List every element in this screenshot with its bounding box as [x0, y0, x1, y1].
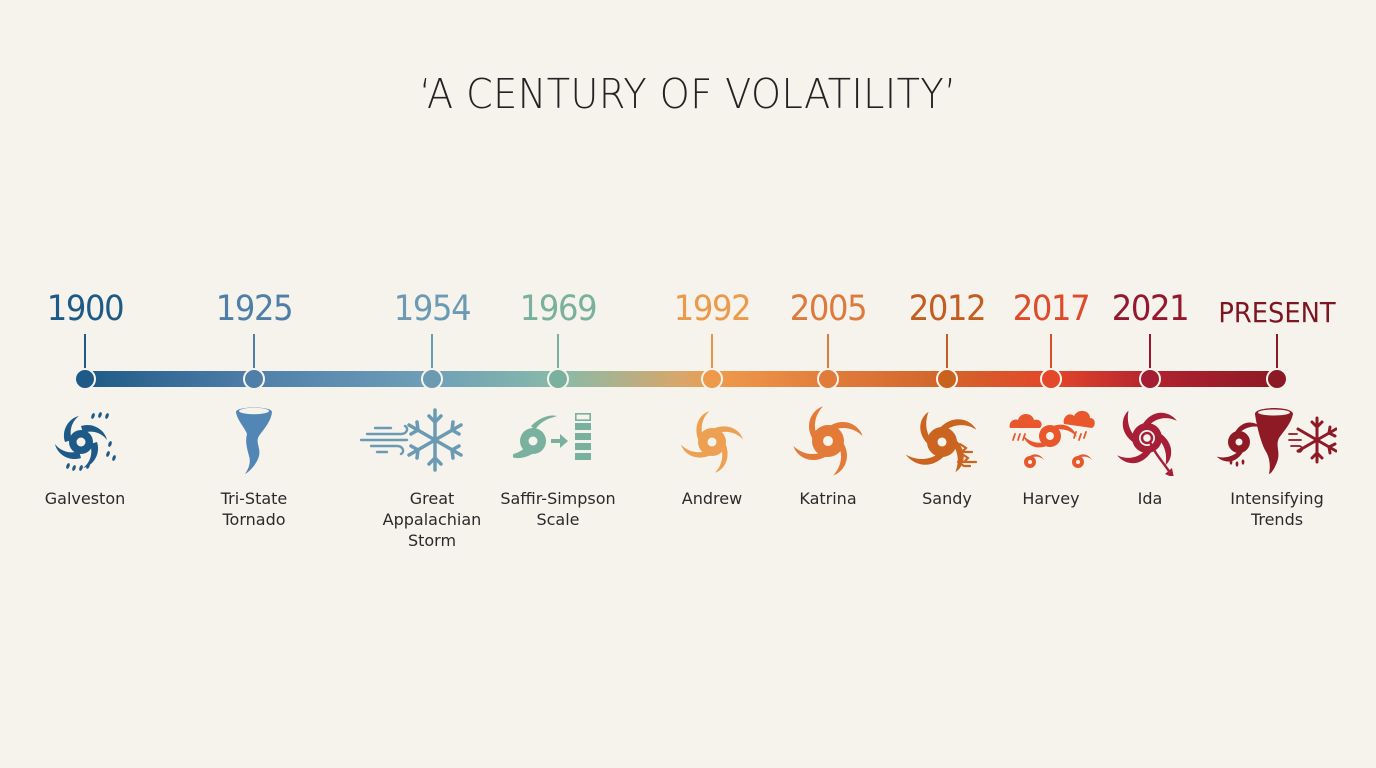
- timeline-marker[interactable]: [701, 368, 723, 390]
- event-year: 1992: [673, 289, 752, 329]
- hurricane-icon: [667, 404, 757, 476]
- event-stem: [1149, 334, 1151, 372]
- event-stem: [1276, 334, 1278, 372]
- event-stem: [253, 334, 255, 372]
- event-stem: [431, 334, 433, 372]
- event-stem: [557, 334, 559, 372]
- event-stem: [84, 334, 86, 372]
- event-year: 1900: [46, 289, 125, 329]
- event-year: 2021: [1111, 289, 1190, 329]
- wind-snowflake-icon: [357, 404, 467, 476]
- event-stem: [827, 334, 829, 372]
- hurricane-rain-icon: [40, 404, 130, 476]
- event-year: 1925: [215, 289, 294, 329]
- timeline-marker[interactable]: [74, 368, 96, 390]
- timeline-marker[interactable]: [1139, 368, 1161, 390]
- event-label: Katrina: [799, 489, 857, 508]
- timeline-marker[interactable]: [936, 368, 958, 390]
- hurricane-scale-icon: [513, 404, 603, 476]
- event-stem: [1050, 334, 1052, 372]
- event-year: PRESENT: [1218, 296, 1336, 329]
- hurricane-path-icon: [1105, 404, 1195, 476]
- multi-hazard-icon: [1217, 404, 1337, 476]
- event-label: Galveston: [44, 489, 126, 508]
- event-label: Great Appalachian Storm: [382, 489, 482, 550]
- event-label: Harvey: [1022, 489, 1080, 508]
- hurricane-flood-clouds-icon: [1006, 404, 1096, 476]
- timeline-marker[interactable]: [547, 368, 569, 390]
- hurricane-surge-icon: [902, 404, 992, 476]
- page-title: ‘A CENTURY OF VOLATILITY’: [419, 70, 957, 118]
- timeline-marker[interactable]: [1040, 368, 1062, 390]
- event-stem: [711, 334, 713, 372]
- timeline-marker[interactable]: [1266, 368, 1288, 390]
- event-label: Ida: [1137, 489, 1163, 508]
- tornado-icon: [209, 404, 299, 476]
- timeline-marker[interactable]: [421, 368, 443, 390]
- hurricane-icon: [783, 404, 873, 476]
- event-label: Andrew: [681, 489, 743, 508]
- event-label: Sandy: [922, 489, 972, 508]
- event-stem: [946, 334, 948, 372]
- event-label: Intensifying Trends: [1230, 489, 1324, 529]
- timeline-marker[interactable]: [243, 368, 265, 390]
- timeline-marker[interactable]: [817, 368, 839, 390]
- event-year: 1969: [519, 289, 598, 329]
- event-year: 2012: [908, 289, 987, 329]
- event-label: Saffir-Simpson Scale: [500, 489, 616, 529]
- event-label: Tri-State Tornado: [220, 489, 288, 529]
- event-year: 1954: [393, 289, 472, 329]
- event-year: 2005: [789, 289, 868, 329]
- event-year: 2017: [1012, 289, 1091, 329]
- timeline-bar: [85, 371, 1277, 387]
